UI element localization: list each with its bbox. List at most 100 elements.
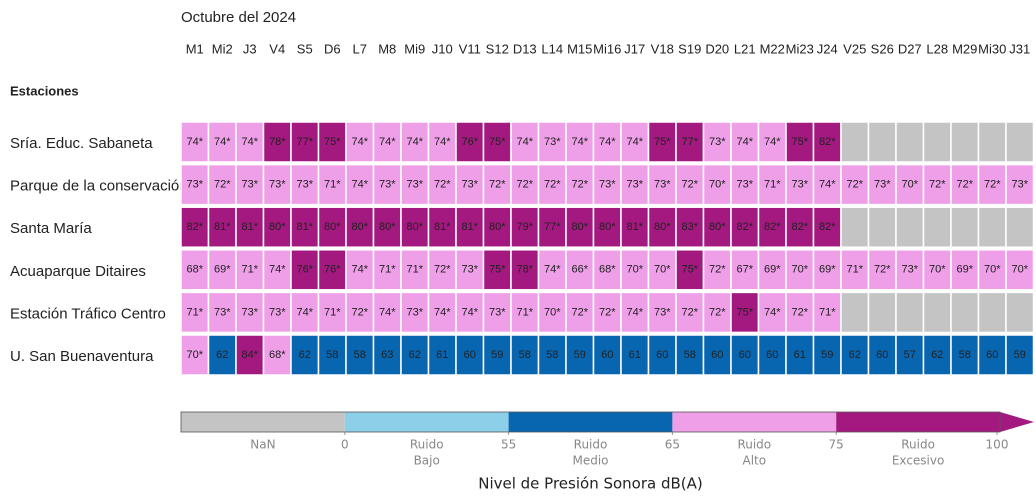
cell-label: 73* bbox=[736, 179, 753, 191]
cell-label: 73* bbox=[406, 306, 423, 318]
nan-cell bbox=[1005, 121, 1035, 163]
cell-label: 79* bbox=[516, 221, 533, 233]
cell-label: 59 bbox=[491, 349, 503, 361]
column-label: D27 bbox=[898, 41, 922, 56]
cell-label: 69* bbox=[214, 264, 231, 276]
colorbar-tick-label: 0 bbox=[341, 438, 349, 452]
cell bbox=[235, 163, 265, 206]
cell bbox=[895, 334, 925, 376]
cell-label: 74* bbox=[626, 306, 643, 318]
cell bbox=[427, 163, 457, 206]
cell-label: 76* bbox=[461, 136, 478, 148]
nan-cell bbox=[867, 206, 897, 248]
cell-label: 68* bbox=[269, 349, 286, 361]
cell-label: 74* bbox=[764, 136, 781, 148]
column-label: S19 bbox=[678, 41, 701, 56]
column-label: D6 bbox=[324, 41, 341, 56]
cell bbox=[702, 291, 732, 334]
cell-label: 73* bbox=[599, 179, 616, 191]
column-label: S26 bbox=[871, 41, 894, 56]
cell bbox=[482, 291, 512, 334]
cell bbox=[180, 163, 210, 206]
cell-label: 75* bbox=[324, 136, 341, 148]
cell-label: 72* bbox=[489, 179, 506, 191]
cell bbox=[290, 206, 320, 248]
column-label: J17 bbox=[624, 41, 645, 56]
cell-label: 62 bbox=[299, 349, 311, 361]
cell bbox=[647, 163, 677, 206]
cell-label: 80* bbox=[489, 221, 506, 233]
cell bbox=[427, 249, 457, 291]
column-label: V25 bbox=[843, 41, 866, 56]
cell-label: 72* bbox=[846, 179, 863, 191]
cell-label: 72* bbox=[929, 179, 946, 191]
cell-label: 70* bbox=[1011, 264, 1028, 276]
nan-cell bbox=[922, 206, 952, 248]
cell-label: 60 bbox=[876, 349, 888, 361]
cell bbox=[317, 291, 347, 334]
cell bbox=[1005, 334, 1035, 376]
cell-label: 80* bbox=[269, 221, 286, 233]
nan-cell bbox=[950, 206, 980, 248]
cell-label: 73* bbox=[654, 306, 671, 318]
cell-label: 75* bbox=[791, 136, 808, 148]
cell-label: 82* bbox=[791, 221, 808, 233]
cell-label: 70* bbox=[929, 264, 946, 276]
colorbar-segment-label: Ruido bbox=[737, 438, 771, 452]
cell bbox=[757, 163, 787, 206]
column-label: Mi2 bbox=[212, 41, 233, 56]
cell bbox=[510, 291, 540, 334]
cell bbox=[730, 163, 760, 206]
cell bbox=[1005, 249, 1035, 291]
cell-label: 80* bbox=[599, 221, 616, 233]
cell bbox=[647, 206, 677, 248]
cell bbox=[537, 249, 567, 291]
cell-label: 71* bbox=[186, 306, 203, 318]
cell-label: 62 bbox=[216, 349, 228, 361]
cell bbox=[675, 334, 705, 376]
cell-label: 60 bbox=[464, 349, 476, 361]
cell-label: 81* bbox=[434, 221, 451, 233]
cell bbox=[345, 163, 375, 206]
cell-label: 74* bbox=[351, 264, 368, 276]
cell bbox=[812, 249, 842, 291]
colorbar-title: Nivel de Presión Sonora dB(A) bbox=[478, 475, 703, 493]
cell-label: 74* bbox=[379, 306, 396, 318]
cell-label: 73* bbox=[874, 179, 891, 191]
cell bbox=[207, 206, 237, 248]
cell bbox=[785, 163, 815, 206]
nan-cell bbox=[867, 121, 897, 163]
column-label: L7 bbox=[353, 41, 367, 56]
cell-label: 72* bbox=[351, 306, 368, 318]
column-label: J3 bbox=[243, 41, 257, 56]
column-label: S12 bbox=[486, 41, 509, 56]
column-label: V18 bbox=[651, 41, 674, 56]
cell-label: 74* bbox=[764, 306, 781, 318]
cell bbox=[482, 121, 512, 163]
row-label: Santa María bbox=[10, 220, 92, 237]
cell bbox=[592, 334, 622, 376]
cell-label: 81* bbox=[214, 221, 231, 233]
cell-label: 73* bbox=[214, 306, 231, 318]
column-label: J24 bbox=[817, 41, 838, 56]
column-label: Mi9 bbox=[404, 41, 425, 56]
cell-label: 74* bbox=[434, 136, 451, 148]
cell bbox=[290, 291, 320, 334]
row-label: Estación Tráfico Centro bbox=[10, 305, 166, 322]
cell-label: 71* bbox=[764, 179, 781, 191]
cell bbox=[565, 249, 595, 291]
cell bbox=[757, 206, 787, 248]
cell-label: 82* bbox=[819, 221, 836, 233]
cell bbox=[235, 121, 265, 163]
cell bbox=[482, 163, 512, 206]
cell bbox=[620, 206, 650, 248]
cell bbox=[867, 334, 897, 376]
cell-label: 58 bbox=[959, 349, 971, 361]
cell-label: 78* bbox=[516, 264, 533, 276]
cell bbox=[372, 334, 402, 376]
cell bbox=[482, 249, 512, 291]
row-label: Acuaparque Ditaires bbox=[10, 263, 146, 280]
cell-label: 66* bbox=[571, 264, 588, 276]
cell-label: 74* bbox=[406, 136, 423, 148]
cell-label: 82* bbox=[736, 221, 753, 233]
